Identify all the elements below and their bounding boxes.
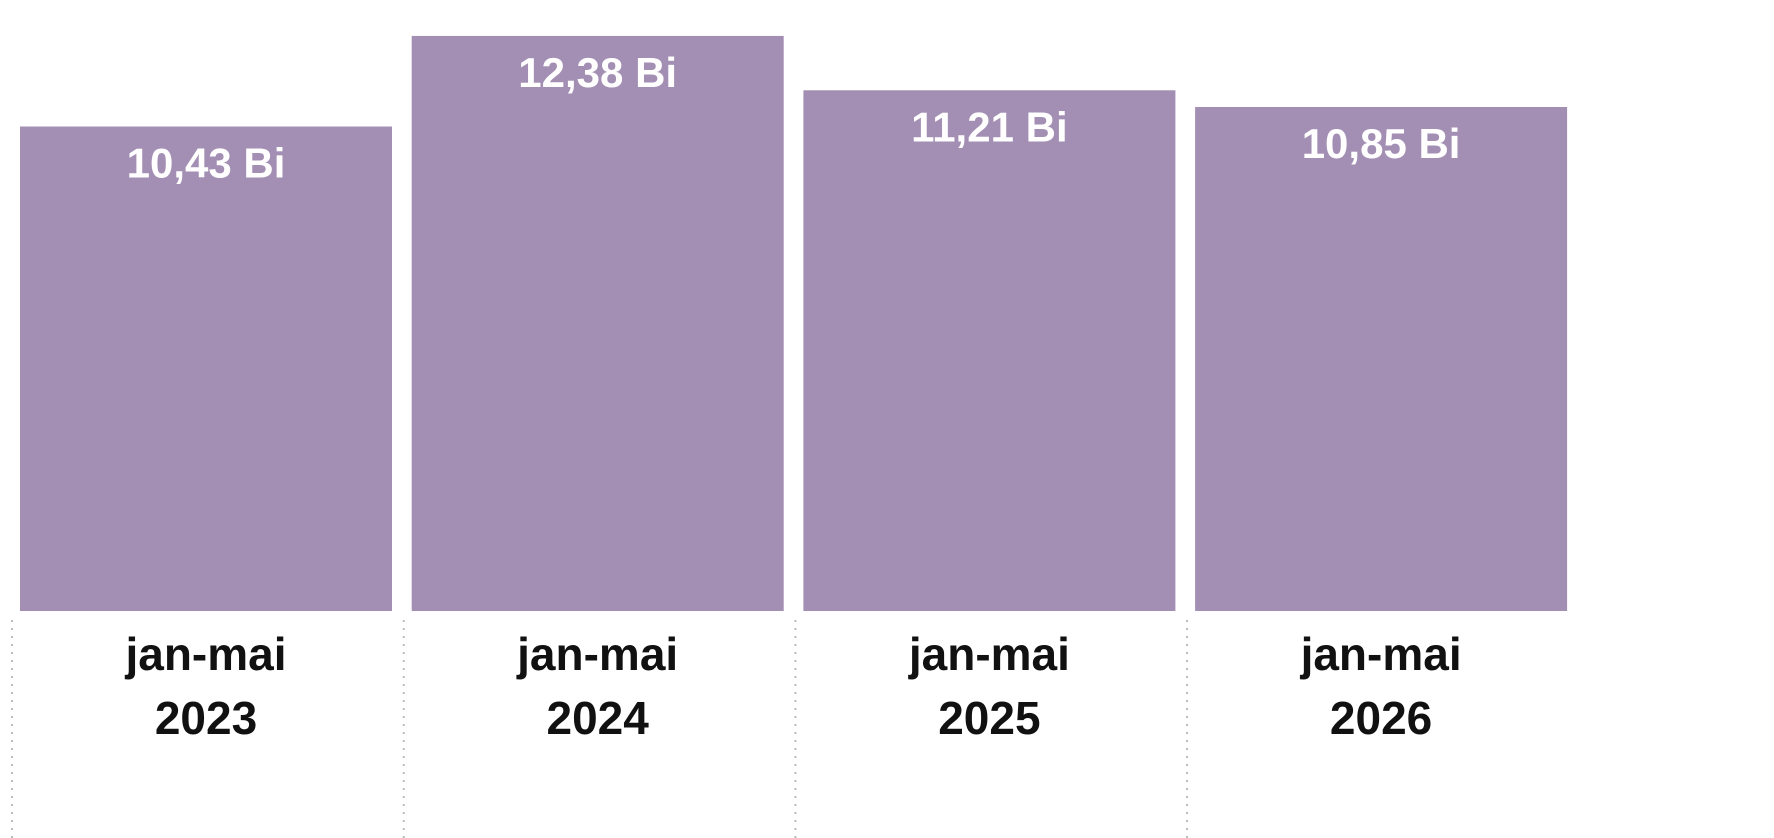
bar [411, 35, 784, 612]
x-tick-label: jan-mai 2025 [908, 628, 1070, 744]
bar [803, 90, 1176, 612]
x-tick-label: jan-mai 2024 [517, 628, 679, 744]
value-label: 11,21 Bi [911, 103, 1067, 150]
value-label: 12,38 Bi [518, 49, 677, 96]
bar [20, 126, 392, 611]
value-label: 10,85 Bi [1302, 120, 1461, 167]
value-label: 10,43 Bi [127, 140, 286, 187]
x-tick-label: jan-mai 2023 [125, 628, 287, 744]
bar [1195, 107, 1568, 611]
x-tick-label: jan-mai 2026 [1300, 628, 1462, 744]
